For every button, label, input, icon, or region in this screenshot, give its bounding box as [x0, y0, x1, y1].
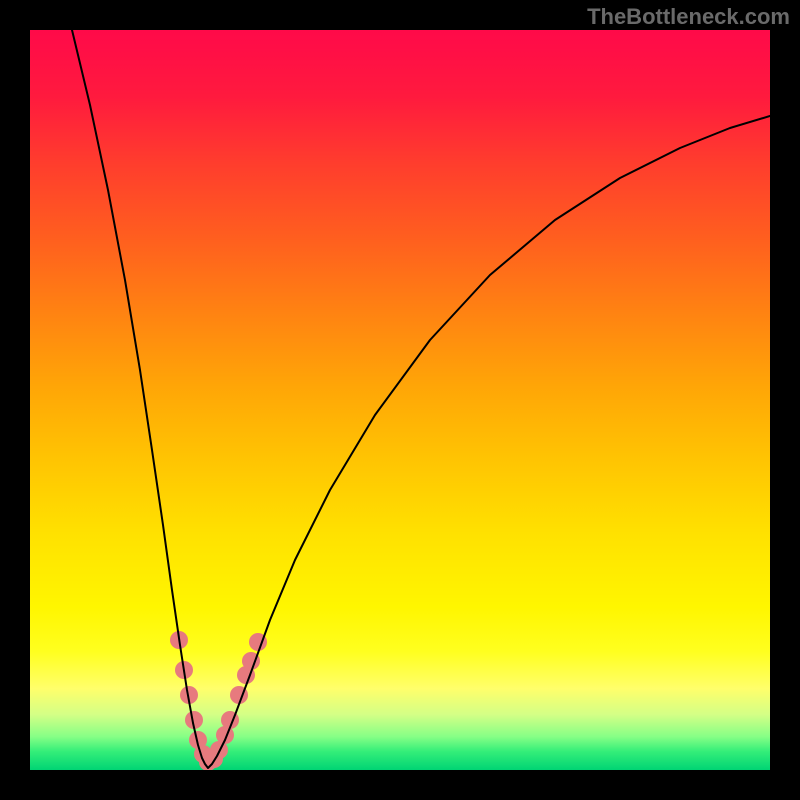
plot-area: [30, 30, 770, 770]
plot-svg: [30, 30, 770, 770]
gradient-background: [30, 30, 770, 770]
outer-frame: TheBottleneck.com: [0, 0, 800, 800]
attribution-text: TheBottleneck.com: [587, 4, 790, 30]
